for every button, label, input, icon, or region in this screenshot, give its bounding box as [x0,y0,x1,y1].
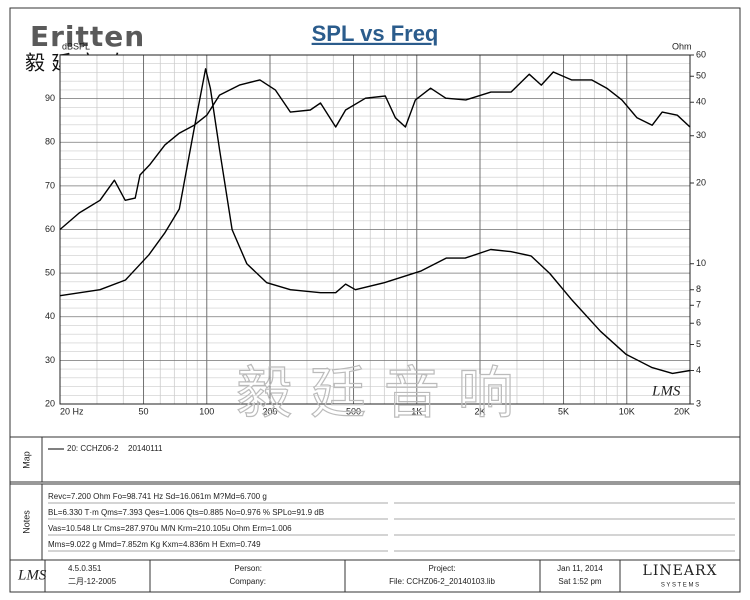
footer-company: Company: [230,577,266,586]
footer-app: LMS [17,567,47,583]
note-line: Mms=9.022 g Mmd=7.852m Kg Kxm=4.836m H E… [48,540,261,549]
series-line [59,68,691,375]
y-tick-label: 40 [45,311,55,321]
y2-tick-label: 5 [696,339,701,349]
map-box [9,436,741,483]
y-tick-label: 30 [45,355,55,365]
note-line: BL=6.330 T·m Qms=7.393 Qes=1.006 Qts=0.8… [48,508,324,517]
footer-project: Project: [428,564,455,573]
y2-tick-label: 50 [696,71,706,81]
y-tick-label: 80 [45,137,55,147]
y2-tick-label: 30 [696,130,706,140]
x-tick-label: 1K [411,406,422,416]
footer-time: Sat 1:52 pm [558,577,601,586]
y-tick-label: 50 [45,268,55,278]
notes-heading: Notes [21,510,31,534]
y2-tick-label: 3 [696,398,701,408]
footer-vendor-sub: S Y S T E M S [661,583,699,589]
chart-title: SPL vs Freq [312,21,439,46]
logo-brand: Eritten [30,20,145,53]
y2-tick-label: 20 [696,177,706,187]
series-line [59,71,691,231]
map-heading: Map [21,451,31,469]
footer-date: Jan 11, 2014 [557,564,603,573]
y-axis-label: dBSPL [62,41,90,51]
x-tick-label: 20 Hz [60,406,84,416]
footer-file: File: CCHZ06-2_20140103.lib [389,577,495,586]
y2-tick-label: 10 [696,258,706,268]
x-tick-label: 10K [619,406,635,416]
footer-dividers [44,560,621,592]
plot: 20 Hz 50 100 200 500 1K 2K 5K 10K 20K 20 30 40 50 60 70… [45,49,706,416]
x-tick-label: 5K [558,406,569,416]
y2-tick-label: 7 [696,300,701,310]
footer-version: 4.5.0.351 [68,564,102,573]
legend-label: 20: CCHZ06-2 [67,444,119,453]
y2-tick-label: 40 [696,97,706,107]
y-tick-label: 20 [45,398,55,408]
x-tick-label: 50 [139,406,149,416]
legend-date: 20140111 [128,444,163,453]
x-tick-label: 20K [674,406,690,416]
footer-person: Person: [234,564,262,573]
x-tick-label: 200 [262,406,277,416]
footer-vendor: LINEARX [643,563,718,579]
y2-axis-label: Ohm [672,41,692,51]
notes-lines: Revc=7.200 Ohm Fo=98.741 Hz Sd=16.061m M… [48,492,735,552]
y-tick-label: 70 [45,180,55,190]
x-tick-label: 100 [199,406,214,416]
y2-tick-label: 4 [696,365,701,375]
y-tick-label: 60 [45,224,55,234]
y2-tick-label: 6 [696,318,701,328]
note-line: Vas=10.548 Ltr Cms=287.970u M/N Krm=210.… [48,524,292,533]
x-tick-label: 2K [474,406,485,416]
y2-tick-label: 8 [696,284,701,294]
y2-tick-label: 60 [696,49,706,59]
note-line: Revc=7.200 Ohm Fo=98.741 Hz Sd=16.061m M… [48,492,267,501]
y-tick-label: 90 [45,93,55,103]
footer-build-date: 二月-12-2005 [68,577,117,586]
x-tick-label: 500 [346,406,361,416]
plot-mark: LMS [651,383,681,399]
watermark: 毅 廷 音 响 [236,362,513,427]
footer-box [9,559,741,593]
